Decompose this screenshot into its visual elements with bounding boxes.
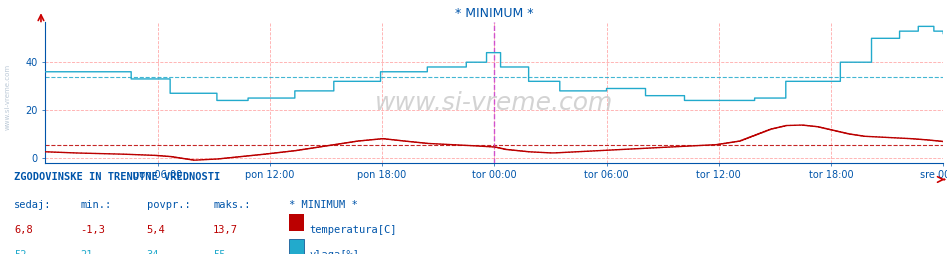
Text: sedaj:: sedaj:	[14, 200, 52, 210]
Text: min.:: min.:	[80, 200, 112, 210]
Text: 55: 55	[213, 250, 225, 254]
Text: 34: 34	[147, 250, 159, 254]
Text: maks.:: maks.:	[213, 200, 251, 210]
Bar	[289, 239, 304, 254]
Text: vlaga[%]: vlaga[%]	[310, 250, 360, 254]
Text: ZGODOVINSKE IN TRENUTNE VREDNOSTI: ZGODOVINSKE IN TRENUTNE VREDNOSTI	[14, 172, 221, 182]
Bar	[289, 214, 304, 231]
Text: temperatura[C]: temperatura[C]	[310, 225, 397, 235]
Text: www.si-vreme.com: www.si-vreme.com	[5, 64, 10, 130]
Text: www.si-vreme.com: www.si-vreme.com	[375, 91, 614, 115]
Text: * MINIMUM *: * MINIMUM *	[289, 200, 358, 210]
Text: 5,4: 5,4	[147, 225, 166, 235]
Text: 6,8: 6,8	[14, 225, 33, 235]
Text: 13,7: 13,7	[213, 225, 238, 235]
Text: -1,3: -1,3	[80, 225, 105, 235]
Title: * MINIMUM *: * MINIMUM *	[456, 7, 533, 20]
Text: povpr.:: povpr.:	[147, 200, 190, 210]
Text: 21: 21	[80, 250, 93, 254]
Text: 52: 52	[14, 250, 27, 254]
